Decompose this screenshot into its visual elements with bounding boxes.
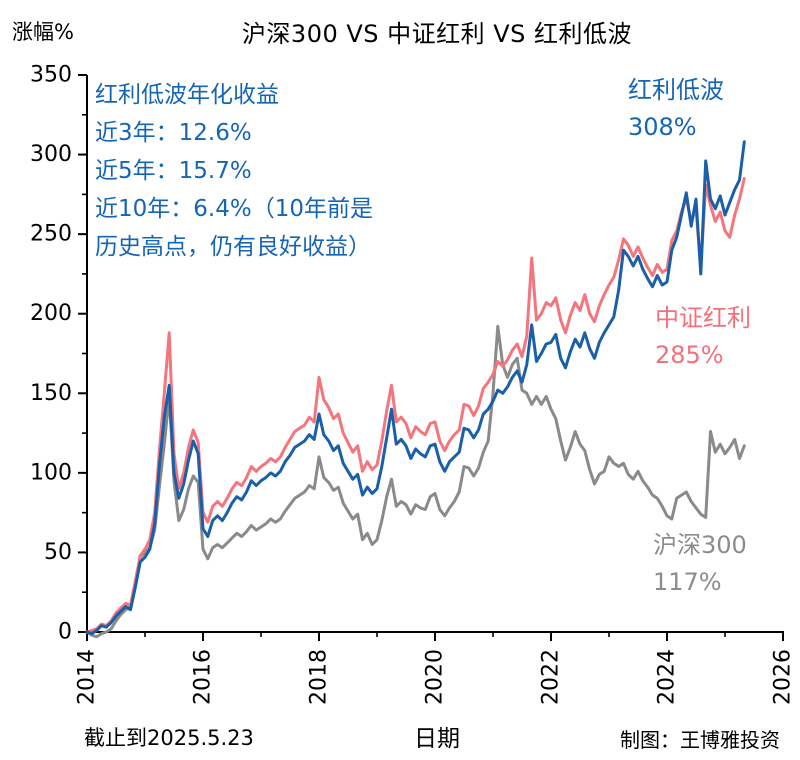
label-zhongzheng-hongli-name: 中证红利: [655, 304, 751, 332]
credit-note: 制图：王博雅投资: [620, 728, 780, 752]
x-tick-label: 2016: [191, 649, 216, 705]
annotation-line-1: 红利低波年化收益: [95, 82, 279, 108]
y-tick-label: 300: [30, 142, 72, 167]
x-tick-label: 2018: [307, 649, 332, 705]
x-tick-label: 2014: [75, 649, 100, 705]
series-line-dibo: [85, 140, 746, 636]
series-line-hs300: [85, 324, 746, 639]
label-hushen300-pct: 117%: [653, 568, 722, 596]
label-hongli-dibo: 红利低波 308%: [628, 72, 724, 146]
label-hongli-dibo-pct: 308%: [628, 113, 697, 141]
y-tick-label: 250: [30, 222, 72, 247]
annotation-line-4: 近10年：6.4%（10年前是: [95, 196, 373, 222]
data-cutoff-note: 截止到2025.5.23: [84, 726, 254, 750]
y-tick-label: 100: [30, 460, 72, 485]
y-tick-label: 200: [30, 301, 72, 326]
label-zhongzheng-hongli-pct: 285%: [655, 341, 724, 369]
y-axis-unit-label: 涨幅%: [12, 20, 74, 44]
y-tick-label: 0: [58, 620, 72, 645]
annotation-line-5: 历史高点，仍有良好收益）: [95, 234, 371, 260]
y-tick-label: 150: [30, 381, 72, 406]
annotation-line-2: 近3年：12.6%: [95, 120, 252, 146]
label-zhongzheng-hongli: 中证红利 285%: [655, 300, 751, 374]
x-axis-title: 日期: [414, 726, 460, 752]
annotation-line-3: 近5年：15.7%: [95, 158, 252, 184]
annotation-block: 红利低波年化收益 近3年：12.6% 近5年：15.7% 近10年：6.4%（1…: [95, 76, 515, 266]
label-hongli-dibo-name: 红利低波: [628, 76, 724, 104]
chart-title: 沪深300 VS 中证红利 VS 红利低波: [241, 20, 633, 48]
label-hushen300-name: 沪深300: [653, 531, 747, 559]
x-tick-label: 2020: [423, 649, 448, 705]
y-tick-label: 350: [30, 63, 72, 88]
series-line-hongli: [85, 176, 746, 634]
x-tick-label: 2024: [655, 649, 680, 705]
x-tick-label: 2026: [771, 649, 796, 705]
y-tick-label: 50: [44, 540, 72, 565]
x-tick-label: 2022: [539, 649, 564, 705]
label-hushen300: 沪深300 117%: [653, 527, 747, 601]
